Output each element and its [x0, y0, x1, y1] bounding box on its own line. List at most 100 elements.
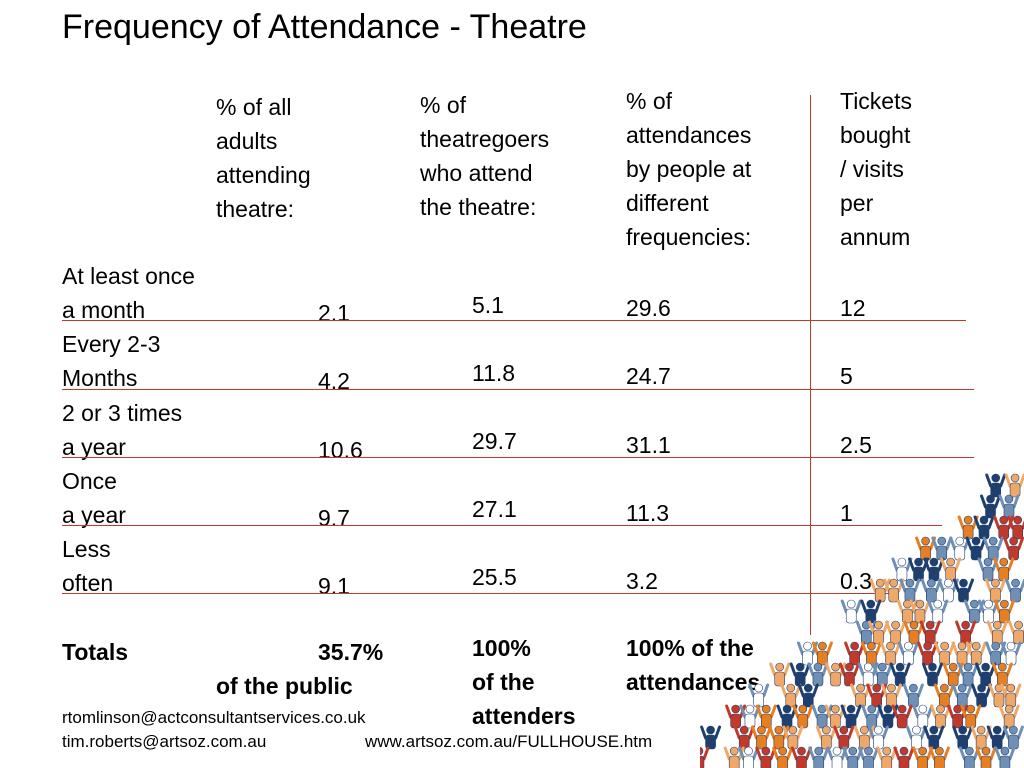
crowd-figure	[755, 746, 777, 768]
footer-email-link[interactable]: tim.roberts@artsoz.com.au	[62, 732, 267, 751]
row-label-line: Less	[62, 536, 111, 562]
crowd-figure	[960, 704, 982, 729]
crowd-figure	[965, 641, 987, 666]
footer-url-link[interactable]: www.artsoz.com.au/FULLHOUSE.htm	[365, 732, 653, 751]
crowd-figure	[739, 704, 761, 729]
cell-theatregoers: 11.8	[472, 360, 516, 386]
row-label-line: Months	[62, 365, 138, 391]
crowd-figure	[927, 599, 949, 624]
crowd-figure	[815, 725, 837, 750]
header-line: theatregoers	[420, 126, 550, 152]
crowd-figure	[986, 725, 1008, 750]
crowd-figure	[893, 746, 915, 768]
cell-tickets: 12	[840, 295, 866, 321]
footer-email-link[interactable]: rtomlinson@actconsultantservices.co.uk	[62, 708, 366, 727]
crowd-figure	[929, 704, 951, 729]
crowd-figure	[797, 641, 819, 666]
crowd-figure	[958, 746, 980, 768]
crowd-figure	[860, 641, 882, 666]
row-label: Once a year	[62, 464, 126, 532]
header-tickets: Tickets bought / visits per annum	[840, 84, 912, 254]
totals-adults: 35.7%	[318, 639, 384, 665]
crowd-figure	[897, 641, 919, 666]
crowd-figure	[755, 704, 777, 729]
row-divider	[62, 593, 892, 594]
row-label: At least once a month	[62, 259, 195, 327]
crowd-figure	[1000, 641, 1022, 666]
cell-tickets: 0.3	[840, 568, 872, 594]
row-label-line: Every 2-3	[62, 331, 161, 357]
row-label-line: often	[62, 570, 114, 596]
cell-attendances: 24.7	[626, 363, 671, 389]
crowd-figure	[808, 746, 830, 768]
crowd-figure	[792, 704, 814, 729]
header-line: % of	[420, 92, 467, 118]
crowd-figure	[833, 725, 855, 750]
crowd-figure	[940, 557, 962, 582]
totals-line: 100%	[472, 635, 531, 661]
column-divider	[810, 95, 811, 635]
header-line: bought	[840, 122, 911, 148]
header-attendances: % of attendances by people at different …	[626, 84, 751, 254]
header-line: / visits	[840, 156, 904, 182]
page-title: Frequency of Attendance - Theatre	[62, 8, 587, 46]
crowd-figure	[909, 599, 931, 624]
cell-tickets: 1	[840, 500, 853, 526]
crowd-figure	[957, 662, 979, 687]
crowd-figure	[1002, 725, 1024, 750]
crowd-figure	[912, 746, 934, 768]
header-line: % of all	[216, 94, 292, 120]
crowd-figure	[994, 746, 1016, 768]
crowd-figure	[725, 704, 747, 729]
crowd-figure	[867, 725, 889, 750]
cell-adults: 10.6	[318, 437, 363, 463]
crowd-figure	[838, 662, 860, 687]
crowd-figure	[733, 725, 755, 750]
crowd-figure	[993, 515, 1015, 540]
cell-attendances: 3.2	[626, 568, 658, 594]
row-label-line: At least once	[62, 263, 195, 289]
cell-theatregoers: 29.7	[472, 428, 517, 454]
header-line: different	[626, 190, 709, 216]
row-label-line: a year	[62, 434, 126, 460]
crowd-figure	[912, 704, 934, 729]
row-divider	[62, 525, 942, 526]
crowd-figure	[975, 746, 997, 768]
crowd-figure	[973, 515, 995, 540]
crowd-figure	[1005, 578, 1024, 603]
crowd-figure	[942, 662, 964, 687]
crowd-figure	[970, 725, 992, 750]
crowd-figure	[920, 578, 942, 603]
cell-theatregoers: 27.1	[472, 496, 517, 522]
crowd-figure	[984, 578, 1006, 603]
crowd-figure	[982, 536, 1004, 561]
crowd-figure	[768, 725, 790, 750]
header-line: Tickets	[840, 88, 912, 114]
crowd-illustration	[700, 473, 1024, 768]
crowd-figure	[1003, 536, 1024, 561]
crowd-figure	[949, 536, 971, 561]
header-line: attendances	[626, 122, 752, 148]
crowd-figure	[952, 578, 974, 603]
totals-line: attendances	[626, 669, 761, 695]
crowd-figure	[889, 662, 911, 687]
crowd-figure	[998, 494, 1020, 519]
crowd-figure	[923, 557, 945, 582]
crowd-figure	[952, 725, 974, 750]
header-line: % of	[626, 88, 673, 114]
crowd-figure	[780, 683, 802, 708]
crowd-figure	[811, 641, 833, 666]
crowd-figure	[790, 746, 812, 768]
cell-adults: 9.7	[318, 505, 350, 531]
crowd-figure	[986, 620, 1008, 645]
crowd-figure	[860, 599, 882, 624]
crowd-figure	[868, 620, 890, 645]
crowd-figure	[840, 599, 862, 624]
row-label-line: a month	[62, 297, 146, 323]
crowd-figure	[923, 725, 945, 750]
totals-theatregoers: 100% of the attenders	[472, 631, 576, 733]
crowd-figure	[917, 641, 939, 666]
crowd-figure	[905, 725, 927, 750]
totals-label: Totals	[62, 639, 129, 665]
row-label-line: a year	[62, 502, 126, 528]
